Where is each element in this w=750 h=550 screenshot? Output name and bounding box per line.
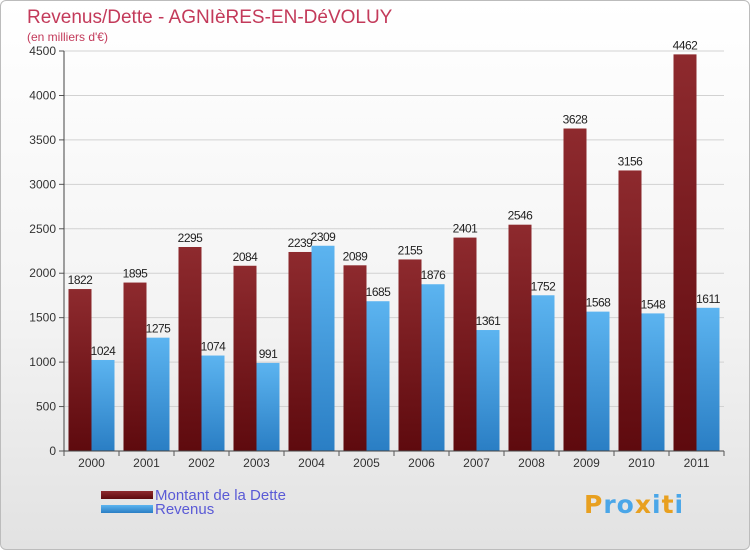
data-label-revenus: 991 (259, 347, 278, 361)
y-tick-label: 4500 (29, 44, 56, 58)
bar-dette (673, 54, 697, 451)
data-label-dette: 1822 (68, 273, 94, 287)
data-label-dette: 2239 (288, 236, 314, 250)
y-tick-label: 1000 (29, 355, 56, 369)
x-tick-label: 2001 (133, 456, 160, 470)
grid-layer (64, 50, 724, 452)
chart-title: Revenus/Dette - AGNIèRES-EN-DéVOLUY (27, 7, 393, 28)
chart-subtitle: (en milliers d'€) (27, 30, 108, 44)
y-tick-label: 500 (36, 400, 56, 414)
data-label-revenus: 2309 (311, 230, 337, 244)
bar-revenus (421, 284, 445, 451)
x-tick-label: 2006 (408, 456, 435, 470)
bar-revenus (476, 330, 500, 451)
bar-dette (508, 224, 532, 451)
brand-logo-letter: t (661, 490, 675, 519)
data-label-dette: 2295 (178, 231, 204, 245)
y-tick-label: 3000 (29, 177, 56, 191)
bar-dette (233, 265, 257, 451)
bar-revenus (256, 362, 280, 451)
bar-revenus (641, 313, 665, 451)
brand-logo-letter: P (584, 490, 604, 519)
x-tick-label: 2008 (518, 456, 545, 470)
y-tick-label: 2000 (29, 266, 56, 280)
data-label-revenus: 1611 (696, 292, 721, 306)
brand-logo-letter: o (616, 490, 635, 519)
bars-layer (68, 54, 720, 451)
bar-revenus (201, 355, 225, 451)
bar-dette (343, 265, 367, 451)
legend-label-dette: Montant de la Dette (155, 486, 286, 504)
data-label-revenus: 1074 (201, 340, 227, 354)
data-label-revenus: 1752 (531, 279, 557, 293)
data-label-dette: 2089 (343, 249, 369, 263)
data-label-dette: 1895 (123, 267, 149, 281)
y-tick-label: 4000 (29, 88, 56, 102)
data-label-revenus: 1685 (366, 285, 392, 299)
bar-dette (178, 247, 202, 451)
data-label-dette: 3156 (618, 154, 644, 168)
data-label-revenus: 1024 (91, 344, 117, 358)
data-label-revenus: 1361 (476, 314, 502, 328)
bar-dette (288, 251, 312, 451)
brand-logo-letter: r (603, 490, 617, 519)
x-tick-label: 2003 (243, 456, 270, 470)
bar-dette (398, 259, 422, 451)
x-tick-label: 2010 (628, 456, 655, 470)
y-tick-label: 1500 (29, 311, 56, 325)
bar-revenus (366, 301, 390, 451)
x-tick-label: 2005 (353, 456, 380, 470)
x-tick-label: 2011 (684, 456, 710, 470)
axis-layer: 0 500 1000 1500 2000 2500 3000 3500 4000 4500 2000… (29, 44, 725, 470)
bar-revenus (531, 295, 555, 451)
data-label-revenus: 1275 (146, 322, 172, 336)
bar-revenus (586, 311, 610, 451)
bar-dette (68, 289, 92, 451)
legend-item-revenus: Revenus (101, 500, 215, 518)
legend-label-revenus: Revenus (155, 500, 215, 518)
data-label-dette: 2084 (233, 250, 259, 264)
bar-revenus (311, 245, 335, 451)
brand-logo-letter: i (674, 490, 685, 519)
brand-logo-letter: i (652, 490, 662, 519)
bar-dette (563, 128, 587, 451)
data-label-dette: 4462 (673, 38, 699, 52)
x-tick-label: 2007 (463, 456, 490, 470)
data-label-revenus: 1548 (641, 297, 667, 311)
x-tick-label: 2002 (188, 456, 215, 470)
data-label-revenus: 1568 (586, 296, 612, 310)
legend-item-dette: Montant de la Dette (101, 486, 286, 504)
data-label-dette: 3628 (563, 113, 589, 127)
bar-dette (618, 170, 642, 451)
y-tick-label: 3500 (29, 133, 56, 147)
brand-logo: Proxiti (584, 490, 684, 519)
bar-revenus (146, 337, 170, 451)
legend-swatch-dette (101, 491, 153, 499)
data-label-dette: 2546 (508, 209, 534, 223)
brand-logo-letter: x (634, 490, 652, 519)
data-label-dette: 2401 (453, 222, 479, 236)
bar-revenus (91, 359, 115, 451)
x-tick-label: 2004 (298, 456, 325, 470)
y-tick-label: 2500 (29, 222, 56, 236)
x-tick-label: 2009 (573, 456, 600, 470)
y-tick-label: 0 (49, 444, 56, 458)
legend-swatch-revenus (101, 505, 153, 513)
bar-dette (123, 282, 147, 451)
x-tick-label: 2000 (78, 456, 105, 470)
bar-revenus (696, 307, 720, 451)
data-label-dette: 2155 (398, 243, 424, 257)
bar-dette (453, 237, 477, 451)
data-label-revenus: 1876 (421, 268, 447, 282)
